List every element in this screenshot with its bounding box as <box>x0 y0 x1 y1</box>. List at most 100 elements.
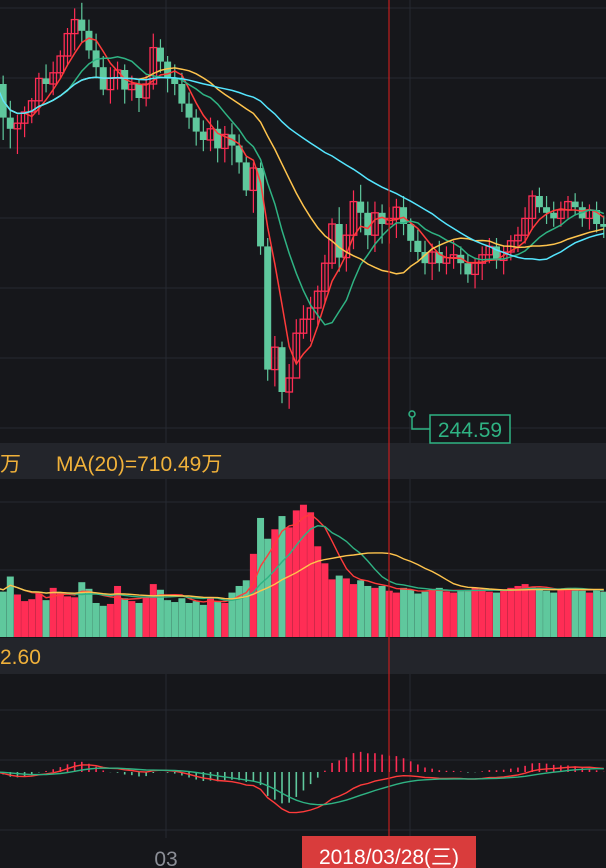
volume-bar <box>0 591 7 637</box>
volume-bar <box>13 594 21 637</box>
volume-bar <box>42 600 50 637</box>
volume-bar <box>478 588 486 637</box>
volume-ma20-line <box>0 552 604 600</box>
volume-bar <box>121 598 129 637</box>
candle-body <box>185 103 193 118</box>
candle-body <box>27 100 36 113</box>
candle-body <box>378 212 386 224</box>
volume-bar <box>457 590 465 637</box>
candle-body <box>70 18 79 35</box>
volume-bar <box>328 579 336 637</box>
candle <box>543 196 551 224</box>
candle-body <box>142 83 151 99</box>
candle-body <box>63 32 72 57</box>
volume-bar <box>442 591 450 637</box>
candle <box>235 134 243 174</box>
volume-bar <box>299 504 307 637</box>
volume-unit-label: 万 <box>0 453 21 476</box>
candle <box>85 19 93 59</box>
candle-body <box>392 206 401 220</box>
candle-body <box>249 167 258 192</box>
candle-body <box>556 209 565 220</box>
volume-bar <box>364 585 372 637</box>
volume-label-band <box>0 443 606 479</box>
volume-bar <box>185 602 193 637</box>
volume-bar <box>249 553 257 637</box>
candle-body <box>528 195 537 220</box>
low-marker-value: 244.59 <box>438 419 502 442</box>
macd-value-label: 2.60 <box>0 646 41 669</box>
candle-body <box>285 377 294 393</box>
candle-body <box>257 168 265 247</box>
candle <box>199 120 207 152</box>
candle <box>264 238 272 381</box>
volume-bar <box>314 546 322 637</box>
selected-date-tag: 2018/03/28(三) <box>302 836 476 868</box>
x-axis-month-label: 03 <box>154 848 177 868</box>
volume-bar <box>257 517 265 637</box>
volume-bar <box>278 516 286 637</box>
candle-body <box>357 201 365 213</box>
ma5-line <box>0 37 605 366</box>
volume-bar <box>271 529 279 637</box>
volume-bar <box>221 602 229 637</box>
volume-bar <box>485 591 493 637</box>
volume-bar <box>585 592 593 637</box>
volume-bar <box>156 589 164 637</box>
volume-bar <box>307 512 315 637</box>
volume-bar <box>593 589 601 637</box>
candle-body <box>299 318 308 334</box>
candle <box>400 196 408 236</box>
volume-bar <box>114 585 122 637</box>
candle-body <box>49 72 58 85</box>
candle-body <box>235 145 243 163</box>
candle <box>571 193 579 216</box>
candle <box>78 2 86 42</box>
volume-bar <box>71 597 79 637</box>
volume-bar <box>414 593 422 637</box>
low-price-marker: 244.59 <box>408 410 511 444</box>
candle-body <box>242 162 250 191</box>
candle-body <box>206 128 215 141</box>
candle <box>42 64 50 93</box>
volume-bar <box>135 602 143 637</box>
macd-label-band <box>0 638 606 674</box>
candle <box>392 198 401 238</box>
volume-bar <box>285 527 293 637</box>
candle-body <box>135 84 143 98</box>
candle-body <box>149 46 158 85</box>
candle <box>214 120 222 163</box>
volume-bar <box>578 590 586 637</box>
candle-body <box>164 61 172 79</box>
candle <box>142 75 151 107</box>
volume-bar <box>6 576 14 637</box>
volume-bar <box>400 587 408 637</box>
candle <box>357 184 365 233</box>
candle-body <box>364 212 372 236</box>
volume-bar <box>78 582 86 637</box>
volume-bar <box>199 604 207 637</box>
candle-body <box>78 19 86 31</box>
volume-bar <box>500 589 508 637</box>
candle-body <box>34 77 43 102</box>
candle <box>313 285 322 325</box>
selected-date-bg <box>302 836 476 868</box>
volume-bar <box>228 592 236 637</box>
candle-body <box>571 201 579 208</box>
candle <box>378 204 386 244</box>
volume-bar <box>178 598 186 637</box>
volume-bar <box>543 590 551 637</box>
volume-bar <box>49 587 57 637</box>
volume-bar <box>521 584 529 637</box>
volume-bar <box>464 589 472 637</box>
candle <box>535 187 543 213</box>
candle <box>171 64 179 96</box>
macd-panel <box>0 751 605 814</box>
candle-body <box>42 78 50 84</box>
candle <box>192 109 200 146</box>
candle-body <box>335 224 343 258</box>
selected-date-label: 2018/03/28(三) <box>319 846 459 868</box>
volume-bar <box>64 596 71 637</box>
candle <box>249 162 258 213</box>
